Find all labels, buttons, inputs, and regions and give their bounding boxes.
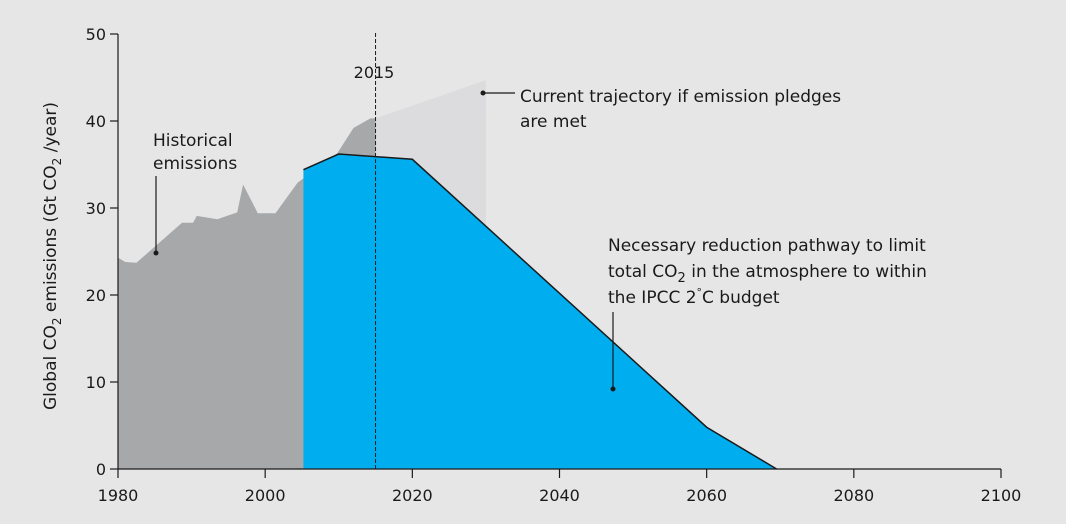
annotation-pathway-line3: the IPCC 2°C budget: [608, 286, 780, 308]
x-tick-label: 2000: [245, 486, 286, 505]
x-tick-label: 2080: [833, 486, 874, 505]
annotation-trajectory: Current trajectory if emission pledges a…: [480, 87, 841, 132]
annotation-trajectory-line1: Current trajectory if emission pledges: [520, 87, 841, 107]
axes-layer: 0 10 20 30 40 50 1980 2000 2020 2040 2060 2080 2100: [86, 25, 1022, 505]
x-tick-label: 2040: [539, 486, 580, 505]
annotation-pathway-line2: total CO2 in the atmosphere to within: [608, 262, 927, 286]
annotation-pathway: Necessary reduction pathway to limit tot…: [608, 236, 927, 392]
annotation-historical-line2: emissions: [153, 154, 237, 174]
annotation-historical: Historical emissions: [153, 131, 237, 256]
marker-year-label: 2015: [354, 63, 395, 82]
annotation-historical-dot: [153, 250, 159, 256]
areas-layer: [118, 33, 777, 470]
x-tick-label: 2020: [392, 486, 433, 505]
y-tick-label: 20: [86, 286, 106, 305]
pathway-line: [303, 153, 777, 470]
y-tick-label: 0: [96, 460, 106, 479]
annotation-pathway-line1: Necessary reduction pathway to limit: [608, 236, 926, 256]
y-axis-label: Global CO2 emissions (Gt CO2 /year): [41, 102, 64, 410]
y-tick-label: 50: [86, 25, 106, 44]
annotation-historical-line1: Historical: [153, 131, 233, 151]
annotation-trajectory-line2: are met: [520, 112, 587, 132]
pathway-area: [303, 154, 777, 469]
y-tick-label: 40: [86, 112, 106, 131]
y-tick-label: 30: [86, 199, 106, 218]
x-tick-label: 2060: [686, 486, 727, 505]
x-tick-label: 1980: [98, 486, 139, 505]
y-tick-label: 10: [86, 373, 106, 392]
x-tick-label: 2100: [981, 486, 1022, 505]
annotation-pathway-dot: [610, 386, 616, 392]
